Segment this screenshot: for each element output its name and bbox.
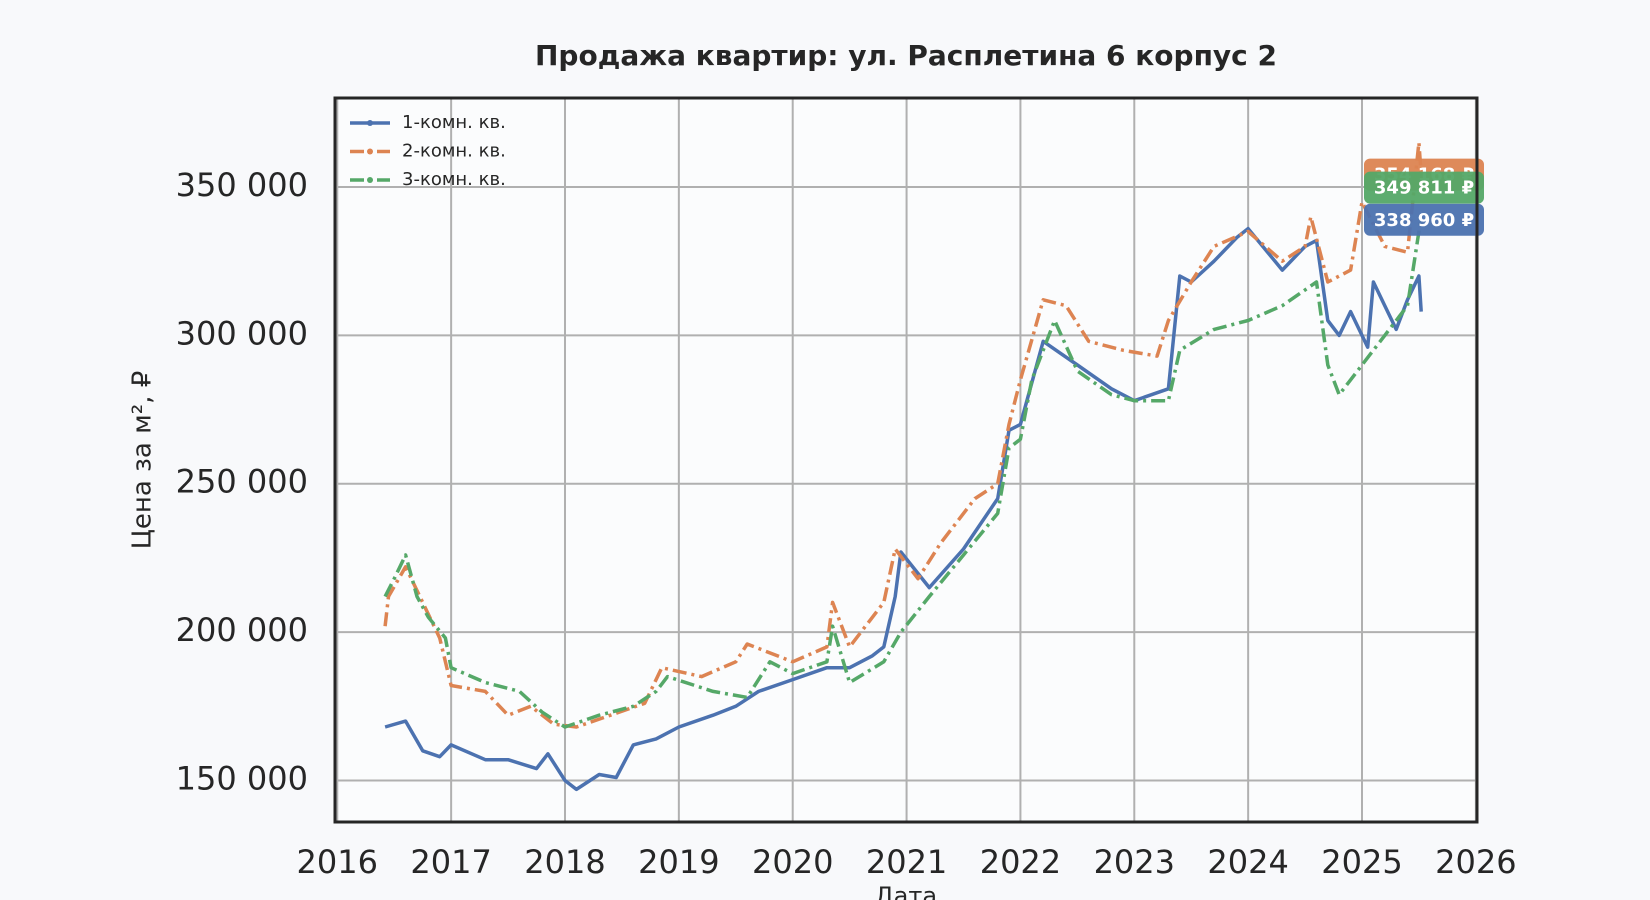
legend-marker <box>367 148 373 155</box>
x-tick-label: 2018 <box>524 843 605 881</box>
y-tick-label: 150 000 <box>176 759 308 797</box>
y-tick-label: 250 000 <box>176 463 308 501</box>
y-tick-label: 350 000 <box>176 166 308 204</box>
series-line <box>383 140 1423 729</box>
series-line <box>383 216 1423 729</box>
legend-label: 1-комн. кв. <box>402 112 506 133</box>
x-tick-label: 2016 <box>297 843 378 881</box>
x-tick-label: 2019 <box>638 843 719 881</box>
x-tick-label: 2017 <box>410 843 491 881</box>
legend-label: 2-комн. кв. <box>402 141 506 162</box>
x-tick-label: 2022 <box>980 843 1061 881</box>
legend-marker <box>367 120 373 126</box>
x-tick-label: 2024 <box>1207 843 1288 881</box>
y-tick-label: 200 000 <box>176 611 308 649</box>
end-badge-label: 338 960 ₽ <box>1374 210 1474 231</box>
end-badge <box>1364 171 1484 204</box>
plot-frame <box>333 96 1479 824</box>
end-badge-label: 349 811 ₽ <box>1374 178 1474 199</box>
series-line <box>384 226 1423 792</box>
x-tick-label: 2023 <box>1094 843 1175 881</box>
y-tick-label: 300 000 <box>176 314 308 352</box>
chart-title: Продажа квартир: ул. Расплетина 6 корпус… <box>535 39 1277 72</box>
x-tick-label: 2026 <box>1435 843 1516 881</box>
x-axis-label: Дата <box>875 882 937 900</box>
legend-marker <box>367 177 373 183</box>
y-axis-label: Цена за м², ₽ <box>128 371 158 550</box>
x-tick-label: 2021 <box>866 843 947 881</box>
end-badge <box>1364 203 1484 236</box>
x-tick-label: 2020 <box>752 843 833 881</box>
x-tick-label: 2025 <box>1321 843 1402 881</box>
legend-label: 3-комн. кв. <box>402 169 506 190</box>
